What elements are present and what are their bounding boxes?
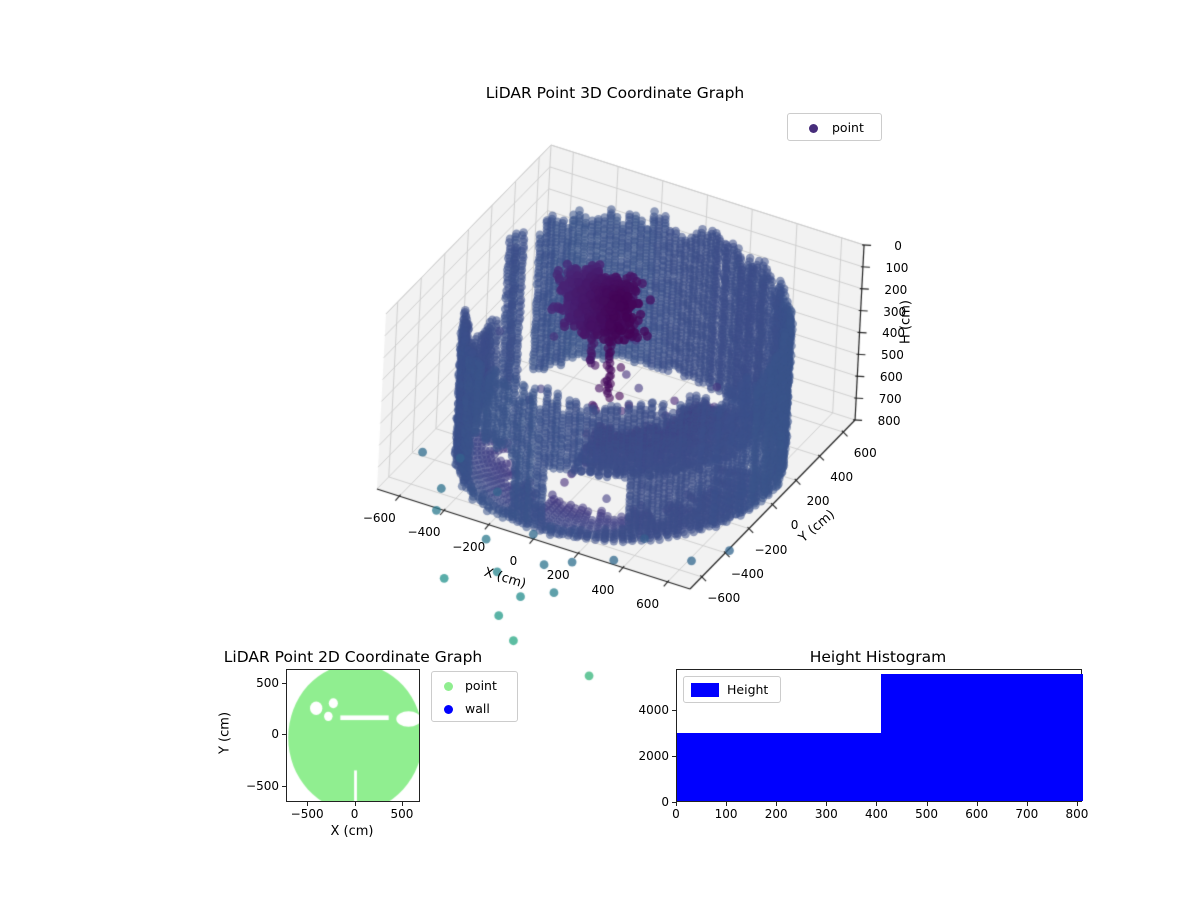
hist-x-tick-label: 700 <box>1015 807 1039 821</box>
plot3d-legend-label: point <box>832 120 864 135</box>
plot3d-z-tick-label: 600 <box>879 370 903 385</box>
tick-mark <box>926 802 928 806</box>
histogram-legend-label: Height <box>727 682 769 697</box>
plot3d-y-tick-label: 600 <box>853 446 877 461</box>
point-marker-icon <box>809 123 818 133</box>
hist-bar <box>677 733 881 801</box>
height-legend-patch-icon <box>691 683 719 697</box>
tick-mark <box>282 683 286 685</box>
plot3d-x-tick-label: −400 <box>407 525 441 540</box>
tick-mark <box>354 802 356 806</box>
tick-mark <box>726 802 728 806</box>
plot3d-z-tick-label: 500 <box>880 348 904 363</box>
plot2d-legend-label-wall: wall <box>465 701 490 716</box>
plot3d-y-tick-label: −200 <box>754 542 788 557</box>
tick-mark <box>876 802 878 806</box>
plot2d-y-tick-label: 500 <box>256 676 279 691</box>
hist-x-tick-label: 400 <box>865 807 888 821</box>
wall-marker-icon <box>444 705 453 714</box>
plot2d-canvas <box>287 670 419 801</box>
tick-mark <box>826 802 828 806</box>
histogram-legend: Height <box>683 676 781 703</box>
tick-mark <box>401 802 403 806</box>
plot3d-z-tick-label: 800 <box>877 413 901 428</box>
plot3d-legend: point <box>787 113 882 141</box>
plot3d-y-tick-label: −600 <box>707 590 741 605</box>
tick-mark <box>1076 802 1078 806</box>
plot3d-x-tick-label: 600 <box>636 596 660 611</box>
tick-mark <box>282 785 286 787</box>
plot3d-y-tick-label: −400 <box>730 566 764 581</box>
plot3d-title: LiDAR Point 3D Coordinate Graph <box>485 84 745 102</box>
plot3d-y-tick-label: 400 <box>830 470 854 485</box>
point-marker-icon <box>444 682 453 691</box>
plot3d-z-tick-label: 0 <box>894 238 902 253</box>
plot2d-xaxis-label: X (cm) <box>330 824 374 839</box>
plot3d-z-tick-label: 200 <box>884 282 908 297</box>
plot3d-y-tick-label: 200 <box>806 494 830 509</box>
hist-y-tick-label: 2000 <box>638 749 669 764</box>
tick-mark <box>672 802 676 803</box>
hist-x-tick-label: 500 <box>915 807 939 821</box>
hist-x-tick-label: 0 <box>672 807 680 821</box>
plot3d-z-tick-label: 700 <box>878 392 902 407</box>
plot2d-title: LiDAR Point 2D Coordinate Graph <box>223 648 483 666</box>
plot2d-y-tick-label: −500 <box>246 778 279 793</box>
tick-mark <box>1026 802 1028 806</box>
tick-mark <box>676 802 677 806</box>
tick-mark <box>976 802 978 806</box>
plot2d-y-tick-label: 0 <box>271 727 279 742</box>
plot2d-x-tick-label: 0 <box>350 807 359 821</box>
hist-x-tick-label: 100 <box>714 807 738 821</box>
plot2d-yaxis-label: Y (cm) <box>217 711 233 755</box>
tick-mark <box>282 734 286 736</box>
plot3d-z-tick-label: 300 <box>883 304 907 319</box>
tick-mark <box>672 756 676 758</box>
hist-y-tick-label: 0 <box>661 795 669 809</box>
hist-bar <box>880 674 1083 801</box>
hist-x-tick-label: 600 <box>965 807 989 821</box>
plot3d-x-tick-label: 400 <box>591 582 615 597</box>
plot3d-x-tick-label: −600 <box>362 511 396 526</box>
hist-x-tick-label: 200 <box>764 807 788 821</box>
plot2d-x-tick-label: −500 <box>290 807 324 821</box>
tick-mark <box>307 802 309 806</box>
hist-x-tick-label: 800 <box>1065 807 1089 821</box>
hist-y-tick-label: 4000 <box>638 703 669 718</box>
plot2d-legend-label-point: point <box>465 678 497 693</box>
plot3d-x-tick-label: 200 <box>546 568 570 583</box>
plot3d-y-tick-label: 0 <box>790 518 799 533</box>
hist-x-tick-label: 300 <box>814 807 838 821</box>
plot2d-legend: point wall <box>431 671 518 722</box>
plot3d-x-tick-label: 0 <box>509 553 518 568</box>
plot3d-z-tick-label: 400 <box>882 326 905 341</box>
plot2d-axes <box>286 669 420 802</box>
tick-mark <box>776 802 778 806</box>
tick-mark <box>672 710 676 712</box>
plot3d-x-tick-label: −200 <box>452 539 486 554</box>
plot3d-z-tick-label: 100 <box>885 260 909 275</box>
histogram-title: Height Histogram <box>809 648 947 666</box>
plot2d-x-tick-label: 500 <box>390 807 414 821</box>
